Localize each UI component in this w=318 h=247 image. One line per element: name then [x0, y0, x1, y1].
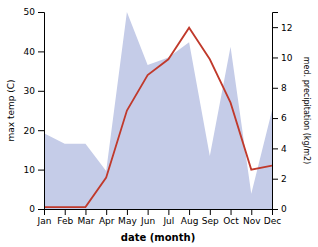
tick-label: 0 — [281, 204, 287, 214]
tick-label: Dec — [264, 216, 281, 226]
tick-mark — [38, 130, 44, 131]
tick: Feb — [57, 209, 73, 226]
tick: May — [118, 209, 137, 226]
tick: Oct — [223, 209, 239, 226]
tick: Nov — [243, 209, 261, 226]
tick-label: May — [118, 216, 137, 226]
x-axis: Jan Feb Mar AprMayJun Jul AugSep Oct NovDec — [37, 209, 282, 226]
tick-label: 8 — [281, 83, 287, 93]
tick: Dec — [264, 209, 281, 226]
tick-label: Jul — [162, 216, 174, 226]
tick-label: 40 — [24, 47, 36, 57]
tick-mark — [272, 148, 278, 149]
precipitation-area — [44, 12, 272, 209]
tick-mark — [38, 209, 44, 210]
tick-label: Sep — [202, 216, 219, 226]
tick-mark — [65, 209, 66, 215]
tick-mark — [272, 57, 278, 58]
y2-axis: 0 2 4 6 8 10 12 — [272, 13, 293, 215]
tick-label: Oct — [223, 216, 239, 226]
tick: Jan — [37, 209, 52, 226]
tick-label: 4 — [281, 144, 287, 154]
tick: Jun — [140, 209, 155, 226]
chart-container: JanFebMarAprMayJunJulAugSepOctNovDec0102… — [0, 0, 318, 247]
tick-mark — [272, 88, 278, 89]
tick-label: 2 — [281, 174, 287, 184]
tick: 0 — [29, 204, 44, 214]
tick-label: Nov — [243, 216, 261, 226]
tick: Apr — [99, 209, 115, 226]
tick: 50 — [24, 7, 44, 17]
tick-mark — [189, 209, 190, 215]
marks — [44, 12, 272, 209]
tick-label: 12 — [281, 23, 292, 33]
tick-mark — [38, 51, 44, 52]
tick-mark — [38, 91, 44, 92]
tick-mark — [251, 209, 252, 215]
tick-label: Mar — [77, 216, 94, 226]
tick: 6 — [272, 113, 287, 123]
tick: Sep — [202, 209, 219, 226]
tick-mark — [272, 27, 278, 28]
axis-line — [45, 210, 273, 216]
axis-line — [273, 13, 279, 210]
tick-mark — [85, 209, 86, 215]
tick-mark — [272, 179, 278, 180]
tick-mark — [272, 118, 278, 119]
x-axis-title: date (month) — [121, 232, 195, 243]
tick: 10 — [24, 165, 44, 175]
tick-mark — [127, 209, 128, 215]
tick-mark — [168, 209, 169, 215]
y2-axis-title: med. precipitation (kg/m2) — [302, 57, 311, 164]
tick-label: 10 — [281, 53, 293, 63]
axis-line — [38, 13, 45, 210]
tick: 20 — [24, 126, 44, 136]
tick: 4 — [272, 144, 287, 154]
tick-mark — [106, 209, 107, 215]
temperature-line — [44, 28, 272, 207]
tick: 0 — [272, 204, 287, 214]
tick: 12 — [272, 23, 292, 33]
tick-mark — [231, 209, 232, 215]
tick-label: 6 — [281, 113, 287, 123]
tick: 30 — [24, 86, 44, 96]
tick: 10 — [272, 53, 293, 63]
tick-label: Apr — [99, 216, 115, 226]
tick-label: 50 — [24, 7, 36, 17]
tick-label: 20 — [24, 126, 36, 136]
tick-label: 10 — [24, 165, 36, 175]
tick-label: 30 — [24, 86, 36, 96]
tick: 8 — [272, 83, 287, 93]
tick: 2 — [272, 174, 287, 184]
tick-label: Feb — [57, 216, 73, 226]
tick: Mar — [77, 209, 94, 226]
tick-label: Jan — [37, 216, 52, 226]
tick-mark — [210, 209, 211, 215]
tick: Aug — [181, 209, 199, 226]
chart: JanFebMarAprMayJunJulAugSepOctNovDec0102… — [0, 0, 318, 247]
tick: 40 — [24, 47, 44, 57]
tick-label: 0 — [29, 204, 35, 214]
tick-mark — [148, 209, 149, 215]
tick-label: Aug — [181, 216, 199, 226]
tick-mark — [38, 12, 44, 13]
tick-mark — [272, 209, 278, 210]
y-axis-title: max temp (C) — [6, 79, 16, 141]
plot: JanFebMarAprMayJunJulAugSepOctNovDec0102… — [6, 7, 311, 243]
tick-label: Jun — [140, 216, 155, 226]
tick-mark — [38, 170, 44, 171]
y-axis: 0 10 20 30 40 50 — [24, 7, 45, 214]
tick: Jul — [162, 209, 174, 226]
